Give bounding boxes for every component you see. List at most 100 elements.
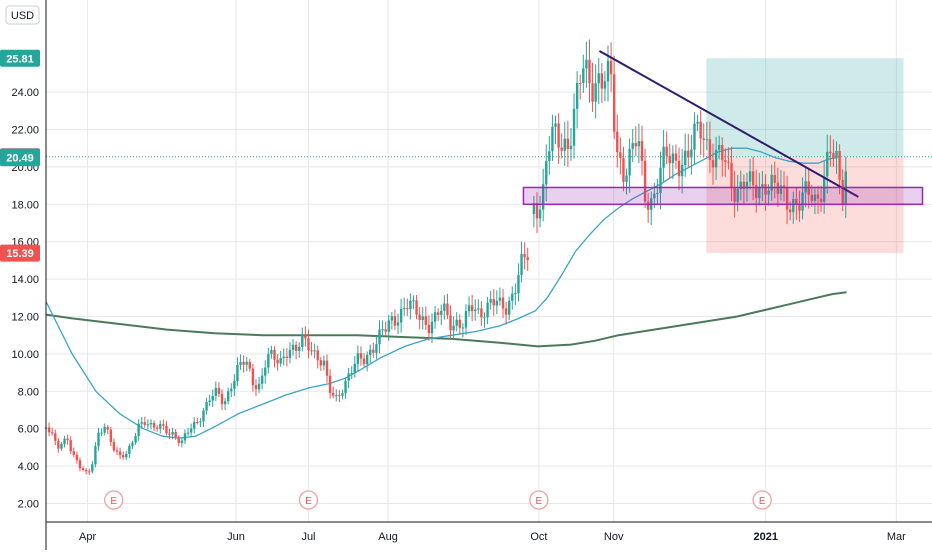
candle-body [242,361,245,365]
candle-body [347,373,350,381]
candle-body [461,327,465,329]
candle-body [406,308,409,310]
candle-body [708,139,712,160]
earnings-marker[interactable] [529,490,549,510]
candle-body [325,360,329,376]
candle-body [773,174,776,183]
candle-body [557,123,560,148]
time-tick-label: Jul [301,531,315,543]
candle-body [350,373,353,375]
candle-body [412,300,415,302]
profit-zone[interactable] [706,58,904,157]
candle-body [211,395,214,401]
candle-body [742,181,746,189]
candle-body [677,160,681,177]
candle-body [693,123,696,150]
candle-body [699,121,702,139]
earnings-label: E [536,496,543,507]
candle-body [387,320,390,332]
candle-body [180,440,184,443]
price-axis[interactable]: 2.004.006.008.0010.0012.0014.0016.0018.0… [11,0,47,550]
candle-body [575,82,579,109]
candle-body [415,300,418,315]
candle-body [433,312,437,322]
candle-body [572,108,576,146]
candle-body [88,471,91,473]
candle-body [214,387,218,396]
candle-body [532,203,536,215]
earnings-marker[interactable] [104,490,124,510]
candle-body [369,349,372,355]
candle-body [273,350,276,360]
time-axis[interactable]: Apr Jun Jul Aug Oct Nov 2021 Mar [46,521,932,543]
candle-body [653,193,656,199]
candle-body [267,354,270,368]
drawings[interactable] [522,50,924,206]
candle-body [764,184,767,195]
earnings-marker[interactable] [752,490,772,510]
candle-body [375,344,378,353]
candle-body [637,141,641,147]
candle-body [455,319,458,326]
candle-body [810,194,814,201]
candle-body [788,209,792,213]
candle-body [236,364,239,381]
candle-body [739,181,742,189]
candle-body [646,201,650,210]
price-tick-label: 12.00 [11,312,39,324]
time-tick-label: Nov [604,531,624,543]
candle-body [798,204,801,211]
position-zones [46,58,932,254]
candle-body [152,422,156,428]
candle-body [353,363,356,374]
candle-body [813,194,817,201]
candle-body [319,360,323,366]
candle-body [643,160,647,202]
candle-body [551,126,554,152]
candle-body [254,385,258,390]
candle-body [446,303,449,316]
ma-fast-line [45,147,838,439]
candle-body [761,184,764,188]
candle-body [464,311,468,328]
candle-body [504,308,508,315]
candle-body [440,310,443,315]
candle-body [498,297,502,301]
candle-body [801,192,804,211]
candle-body [600,73,604,89]
candle-body [168,433,171,435]
candle-body [609,60,613,75]
candle-body [217,387,221,394]
trend-line[interactable] [598,50,859,198]
currency-label[interactable]: USD [5,5,40,25]
candle-body [424,316,428,325]
candle-body [736,188,739,202]
candle-body [50,432,54,434]
candle-body [665,146,668,156]
candle-body [656,192,659,194]
support-zone[interactable] [522,186,924,206]
earnings-marker[interactable] [298,490,319,510]
candle-body [585,59,588,69]
candle-body [486,302,489,318]
candle-body [659,167,662,193]
time-tick-label: Mar [887,531,906,543]
candle-body [631,143,634,149]
candle-body [202,410,205,422]
candle-body [779,185,783,194]
candle-body [399,308,403,323]
candle-body [717,145,721,150]
candle-body [782,185,786,188]
candle-body [118,451,122,456]
candle-body [748,171,752,182]
candle-body [230,388,233,392]
candle-body [174,432,177,438]
currency-box[interactable] [5,5,40,25]
candle-body [579,82,582,84]
candle-body [467,305,471,312]
candle-body [282,356,285,359]
candle-body [100,432,103,434]
